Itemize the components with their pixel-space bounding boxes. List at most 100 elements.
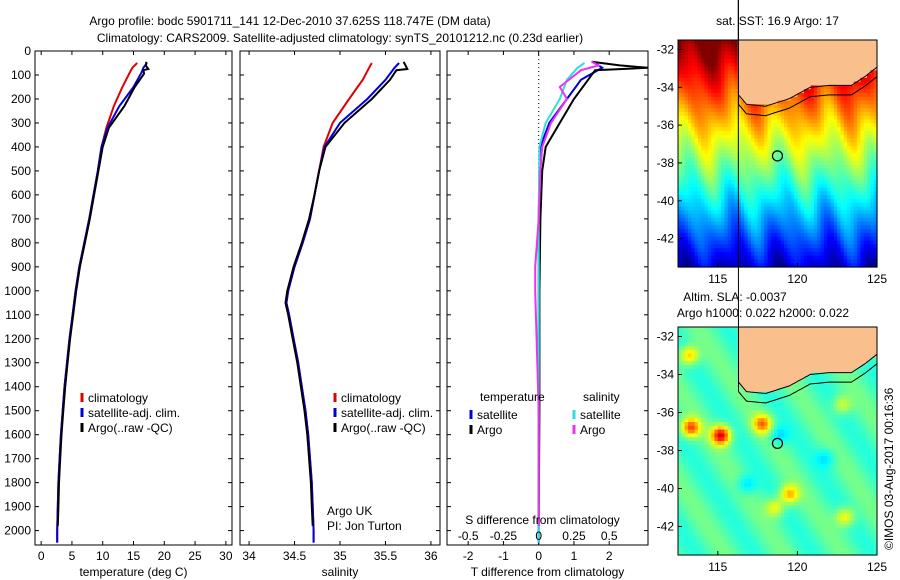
map-cell (701, 149, 706, 155)
map-cell (731, 66, 735, 71)
map-cell (794, 81, 798, 86)
map-cell (837, 119, 842, 124)
map-cell (711, 217, 716, 223)
map-cell (711, 187, 716, 192)
map-cell (727, 334, 732, 339)
map-cell (724, 77, 729, 83)
map-cell (737, 240, 742, 245)
map-cell (800, 187, 805, 192)
map-cell (691, 327, 696, 332)
map-cell (681, 77, 686, 83)
map-cell (837, 47, 842, 52)
map-cell (684, 130, 689, 136)
map-cell (727, 505, 732, 510)
map-cell (764, 66, 769, 71)
map-cell (707, 142, 712, 147)
map-cell (691, 536, 696, 541)
map-cell (804, 221, 808, 226)
map-cell (804, 142, 808, 147)
map-cell (840, 111, 845, 117)
map-cell (711, 149, 716, 155)
map-cell (734, 414, 739, 419)
map-cell (873, 240, 878, 245)
map-cell (863, 232, 868, 238)
map-cell (814, 244, 818, 249)
map-cell (701, 119, 706, 124)
map-cell (721, 395, 725, 400)
map-cell (694, 81, 699, 86)
map-cell (701, 494, 706, 499)
map-cell (744, 164, 749, 170)
map-cell (678, 361, 682, 366)
map-cell (714, 43, 719, 49)
map-cell (717, 376, 722, 381)
map-cell (823, 221, 828, 226)
map-cell (814, 157, 818, 162)
map-cell (777, 70, 782, 75)
map-cell (777, 74, 782, 79)
map-cell (737, 81, 742, 86)
map-cell (744, 134, 749, 139)
map-cell (751, 240, 755, 245)
map-cell (701, 460, 706, 465)
map-cell (678, 490, 682, 495)
map-cell (741, 180, 745, 185)
map-cell (744, 58, 749, 64)
map-cell (688, 543, 692, 548)
map-cell (697, 513, 702, 518)
map-cell (678, 240, 682, 245)
map-cell (837, 55, 842, 60)
map-cell (691, 168, 696, 173)
map-cell (767, 93, 772, 98)
map-cell (688, 74, 692, 79)
map-cell (678, 380, 682, 385)
profile-location-marker (771, 150, 784, 162)
map-cell (727, 471, 732, 476)
map-cell (754, 127, 759, 132)
map-cell (717, 387, 722, 393)
map-cell (731, 240, 735, 245)
map-cell (867, 206, 871, 211)
map-cell (701, 55, 706, 60)
map-cell (711, 191, 716, 196)
map-cell (731, 96, 735, 102)
map-cell (701, 43, 706, 49)
map-cell (757, 161, 762, 166)
map-cell (850, 96, 855, 102)
map-cell (804, 251, 808, 257)
map-cell (741, 183, 745, 189)
map-cell (767, 85, 772, 90)
map-cell (754, 191, 759, 196)
map-cell (707, 524, 712, 529)
map-cell (697, 490, 702, 495)
map-cell (707, 164, 712, 170)
map-cell (704, 498, 709, 503)
map-cell (694, 406, 699, 412)
map-cell (751, 263, 755, 268)
map-cell (711, 157, 716, 162)
map-cell (741, 81, 745, 86)
map-cell (757, 221, 762, 226)
map-cell (804, 85, 808, 90)
map-cell (737, 62, 742, 68)
map-cell (737, 51, 742, 56)
map-cell (870, 100, 875, 105)
map-cell (704, 43, 709, 49)
map-cell (823, 51, 828, 56)
map-cell (741, 229, 745, 234)
map-cell (731, 372, 735, 377)
map-cell (784, 259, 788, 264)
map-cell (847, 134, 851, 139)
map-cell (774, 263, 779, 268)
map-cell (688, 520, 692, 526)
map-cell (784, 43, 788, 49)
map-cell (860, 66, 865, 71)
map-cell (777, 172, 782, 177)
map-cell (727, 490, 732, 495)
map-cell (817, 123, 822, 128)
map-cell (711, 414, 716, 419)
map-cell (823, 259, 828, 264)
map-cell (777, 202, 782, 208)
map-cell (754, 202, 759, 208)
map-cell (707, 346, 712, 351)
